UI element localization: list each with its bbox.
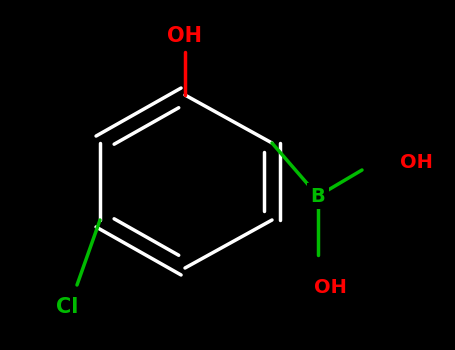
Text: OH: OH xyxy=(400,154,433,173)
Text: B: B xyxy=(311,187,325,205)
Text: Cl: Cl xyxy=(56,297,78,317)
Text: OH: OH xyxy=(313,278,346,297)
Text: OH: OH xyxy=(167,26,202,46)
